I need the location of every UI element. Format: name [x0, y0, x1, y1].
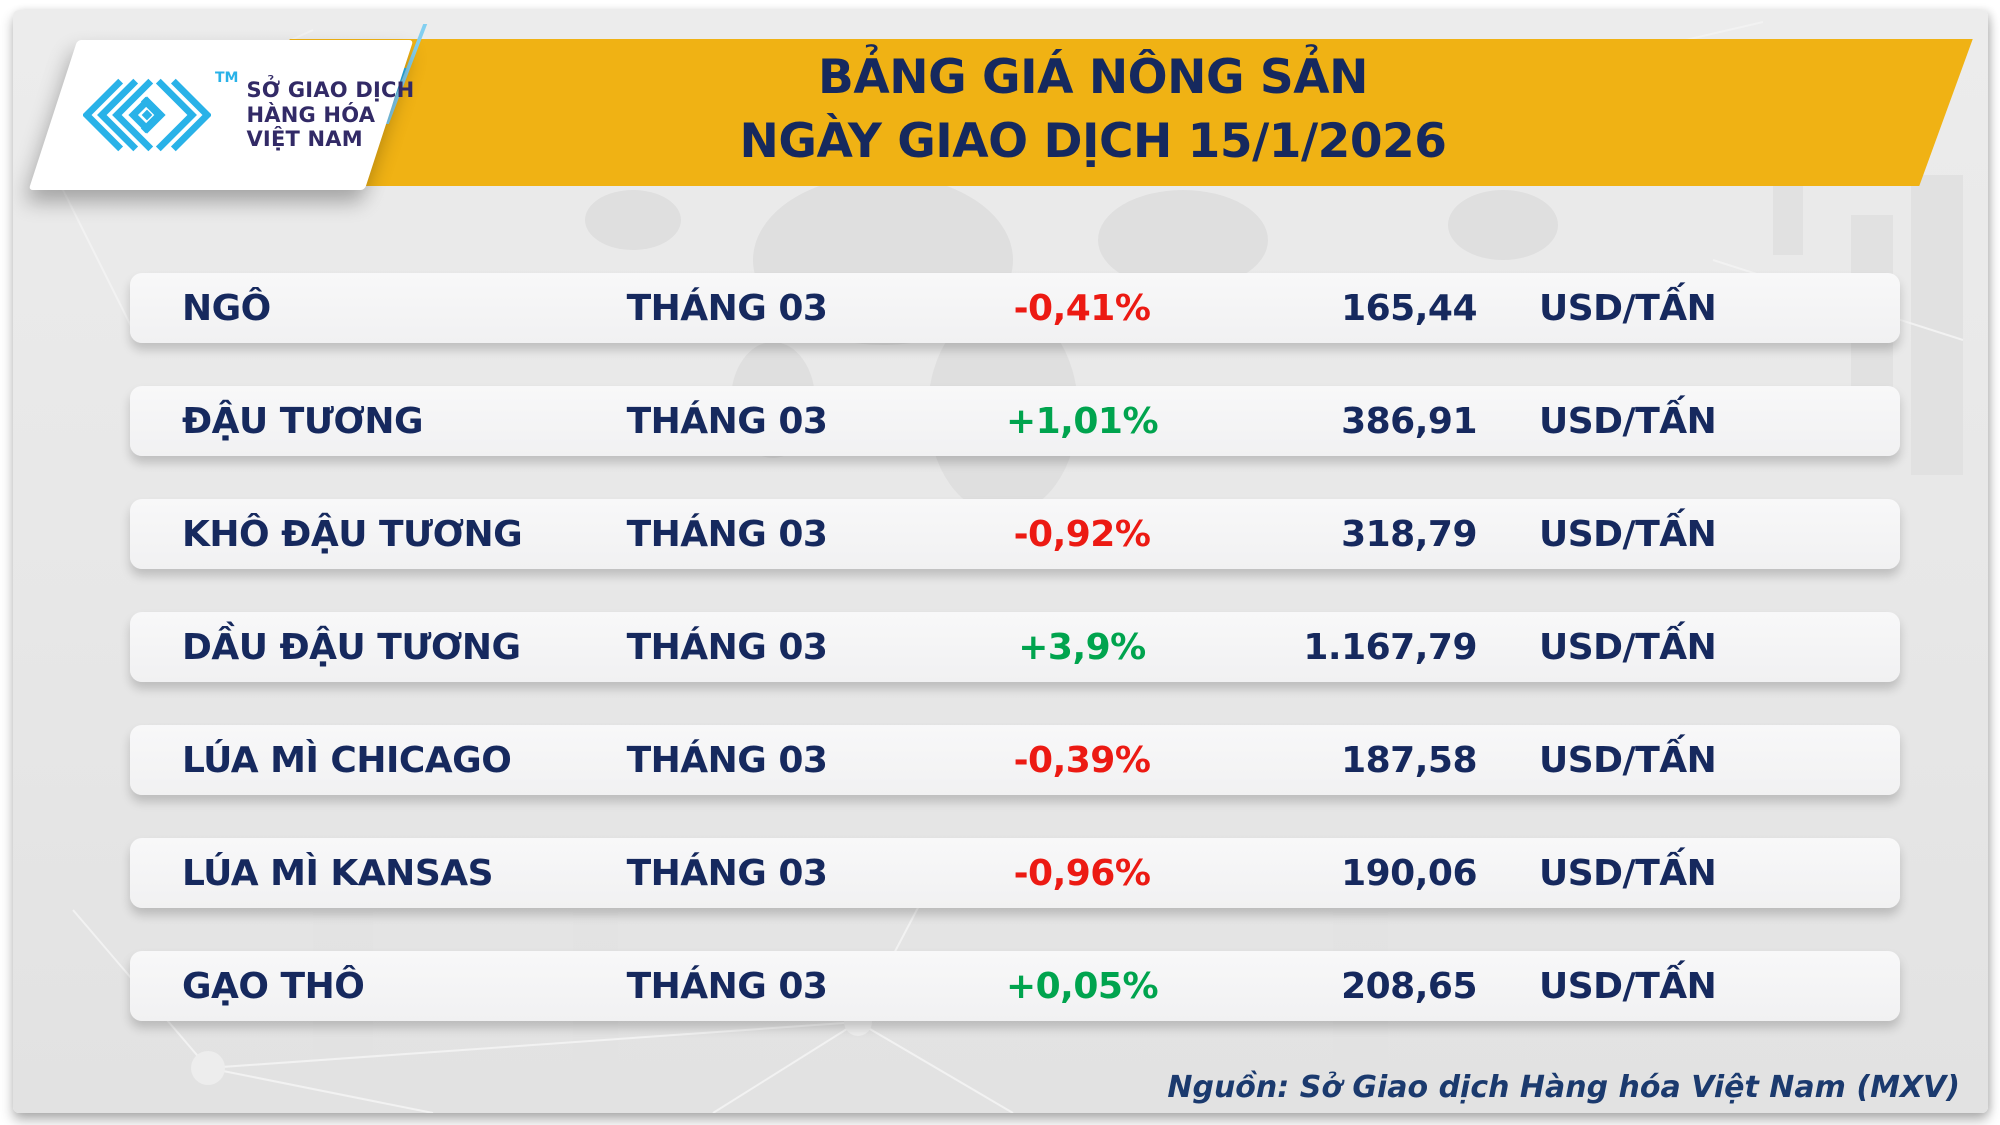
contract-month: THÁNG 03	[626, 626, 828, 668]
table-row: GẠO THÔ THÁNG 03 +0,05% 208,65 USD/TẤN	[130, 951, 1900, 1021]
title-line2: NGÀY GIAO DỊCH 15/1/2026	[739, 114, 1447, 169]
price-unit: USD/TẤN	[1539, 400, 1717, 442]
table-row: KHÔ ĐẬU TƯƠNG THÁNG 03 -0,92% 318,79 USD…	[130, 499, 1900, 569]
price-board-card: BẢNG GIÁ NÔNG SẢN NGÀY GIAO DỊCH 15/1/20…	[13, 10, 1988, 1113]
page-title: BẢNG GIÁ NÔNG SẢN NGÀY GIAO DỊCH 15/1/20…	[593, 46, 1593, 174]
price-unit: USD/TẤN	[1539, 287, 1717, 329]
commodity-name: DẦU ĐẬU TƯƠNG	[182, 626, 521, 668]
commodity-name: NGÔ	[182, 287, 271, 329]
commodity-name: LÚA MÌ CHICAGO	[182, 739, 512, 781]
contract-month: THÁNG 03	[626, 287, 828, 329]
price-unit: USD/TẤN	[1539, 626, 1717, 668]
source-attribution: Nguồn: Sở Giao dịch Hàng hóa Việt Nam (M…	[1167, 1070, 1960, 1105]
price-unit: USD/TẤN	[1539, 852, 1717, 894]
percent-change: +0,05%	[1005, 965, 1159, 1007]
price-unit: USD/TẤN	[1539, 965, 1717, 1007]
table-row: DẦU ĐẬU TƯƠNG THÁNG 03 +3,9% 1.167,79 US…	[130, 612, 1900, 682]
price-value: 165,44	[1341, 287, 1477, 329]
mxv-logo-inner: TM SỞ GIAO DỊCH HÀNG HÓA VIỆT NAM	[53, 40, 414, 190]
commodity-name: LÚA MÌ KANSAS	[182, 852, 494, 894]
price-table: NGÔ THÁNG 03 -0,41% 165,44 USD/TẤN ĐẬU T…	[13, 10, 1988, 1113]
price-unit: USD/TẤN	[1539, 739, 1717, 781]
commodity-name: KHÔ ĐẬU TƯƠNG	[182, 513, 523, 555]
commodity-name: ĐẬU TƯƠNG	[182, 400, 424, 442]
price-unit: USD/TẤN	[1539, 513, 1717, 555]
table-row: LÚA MÌ KANSAS THÁNG 03 -0,96% 190,06 USD…	[130, 838, 1900, 908]
contract-month: THÁNG 03	[626, 852, 828, 894]
contract-month: THÁNG 03	[626, 965, 828, 1007]
table-row: LÚA MÌ CHICAGO THÁNG 03 -0,39% 187,58 US…	[130, 725, 1900, 795]
table-row: NGÔ THÁNG 03 -0,41% 165,44 USD/TẤN	[130, 273, 1900, 343]
contract-month: THÁNG 03	[626, 400, 828, 442]
table-row: ĐẬU TƯƠNG THÁNG 03 +1,01% 386,91 USD/TẤN	[130, 386, 1900, 456]
percent-change: -0,96%	[1013, 852, 1151, 894]
title-line1: BẢNG GIÁ NÔNG SẢN	[818, 50, 1368, 105]
mxv-logo-icon	[83, 78, 211, 152]
percent-change: -0,41%	[1013, 287, 1151, 329]
percent-change: +1,01%	[1005, 400, 1159, 442]
price-value: 386,91	[1341, 400, 1477, 442]
price-value: 1.167,79	[1303, 626, 1477, 668]
commodity-name: GẠO THÔ	[182, 965, 365, 1007]
contract-month: THÁNG 03	[626, 513, 828, 555]
price-value: 187,58	[1341, 739, 1477, 781]
price-value: 318,79	[1341, 513, 1477, 555]
price-value: 190,06	[1341, 852, 1477, 894]
percent-change: -0,39%	[1013, 739, 1151, 781]
contract-month: THÁNG 03	[626, 739, 828, 781]
price-value: 208,65	[1341, 965, 1477, 1007]
percent-change: +3,9%	[1018, 626, 1146, 668]
mxv-logo-panel: TM SỞ GIAO DỊCH HÀNG HÓA VIỆT NAM	[28, 40, 414, 190]
percent-change: -0,92%	[1013, 513, 1151, 555]
